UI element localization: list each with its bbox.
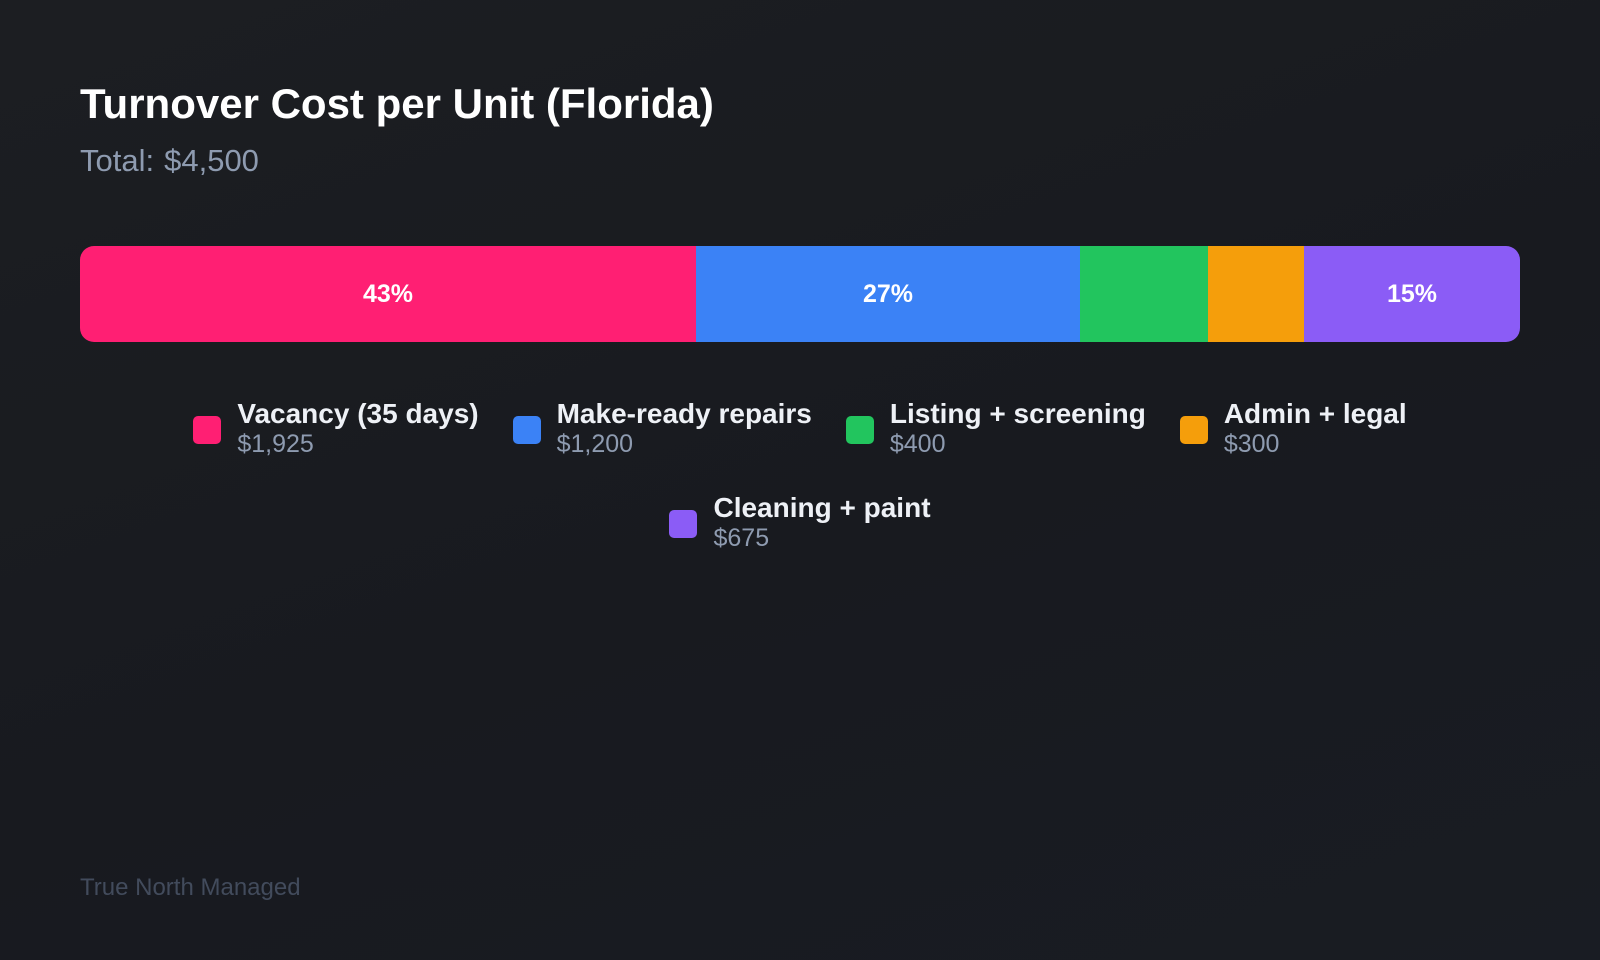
legend-value: $300	[1223, 430, 1280, 458]
segment-percent-label: 27%	[862, 279, 914, 308]
legend-item: Admin + legal $300	[1179, 398, 1407, 458]
legend-value: $1,925	[237, 430, 314, 458]
legend-item: Vacancy (35 days) $1,925	[193, 398, 479, 458]
legend-label: Listing + screening	[889, 398, 1146, 429]
segment-percent-label: 43%	[362, 279, 414, 308]
legend-value: $675	[713, 524, 770, 552]
legend-value: $400	[889, 430, 946, 458]
segment-percent-label: 15%	[1386, 279, 1437, 308]
legend-text: Cleaning + paint $675	[713, 492, 930, 552]
stacked-bar: 43% 27% 15%	[80, 246, 1520, 342]
legend-text: Make-ready repairs $1,200	[557, 398, 812, 458]
legend-item: Cleaning + paint $675	[669, 492, 931, 552]
chart-subtitle: Total: $4,500	[80, 143, 259, 179]
legend-item: Make-ready repairs $1,200	[512, 398, 812, 458]
total-label: Total:	[80, 143, 155, 178]
legend-text: Listing + screening $400	[890, 398, 1146, 458]
total-value: $4,500	[164, 143, 259, 178]
bar-segment-4	[1207, 246, 1304, 342]
legend-swatch	[512, 416, 541, 444]
bar-segment-3	[1080, 246, 1208, 342]
legend-text: Vacancy (35 days) $1,925	[237, 398, 478, 458]
legend-value: $1,200	[556, 430, 634, 458]
bar-segment-1: 43%	[80, 246, 696, 342]
legend-label: Vacancy (35 days)	[237, 398, 479, 429]
bar-segment-5: 15%	[1303, 246, 1520, 342]
brand-footer: True North Managed	[80, 874, 301, 901]
legend-swatch	[1179, 416, 1208, 444]
chart-title: Turnover Cost per Unit (Florida)	[80, 80, 714, 127]
legend-swatch	[193, 416, 222, 444]
legend-text: Admin + legal $300	[1224, 398, 1407, 458]
legend-label: Cleaning + paint	[713, 492, 931, 523]
legend-swatch	[845, 416, 874, 444]
legend-swatch	[669, 510, 698, 538]
legend-label: Admin + legal	[1223, 398, 1407, 429]
legend-item: Listing + screening $400	[845, 398, 1146, 458]
bar-segment-2: 27%	[696, 246, 1080, 342]
chart-legend: Vacancy (35 days) $1,925 Make-ready repair…	[80, 398, 1520, 552]
legend-label: Make-ready repairs	[556, 398, 812, 429]
